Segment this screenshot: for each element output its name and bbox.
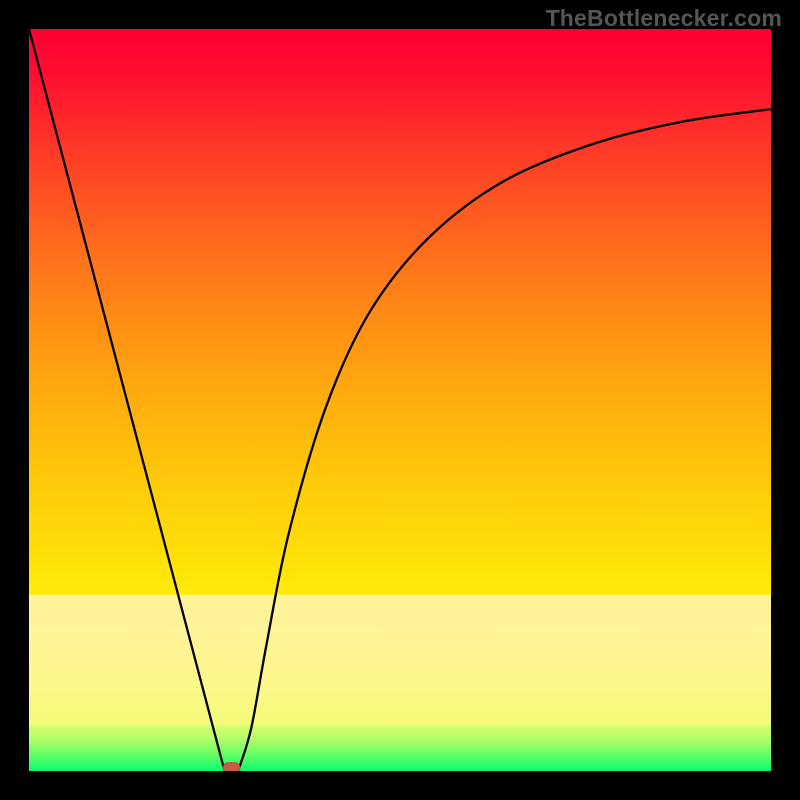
plot-svg [29, 29, 771, 771]
outer-frame: TheBottlenecker.com [0, 0, 800, 800]
optimal-marker [223, 763, 240, 771]
watermark-text: TheBottlenecker.com [546, 5, 782, 32]
gradient-background [29, 29, 771, 771]
plot-area [29, 29, 771, 771]
